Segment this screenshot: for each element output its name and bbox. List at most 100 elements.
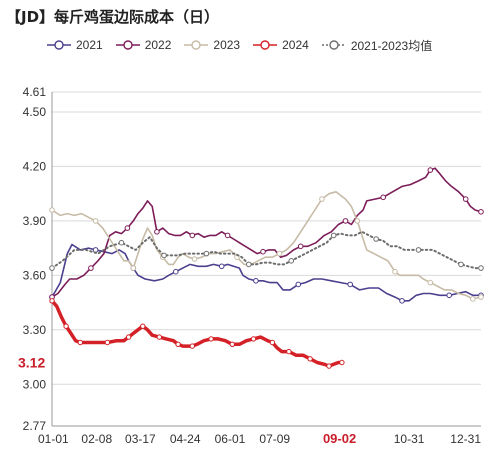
series-point: [49, 265, 55, 271]
series-point: [191, 256, 198, 262]
series-point: [326, 363, 332, 369]
series-point: [354, 218, 361, 224]
y-tick-label: 3.30: [23, 323, 47, 337]
legend-swatch: [253, 40, 278, 50]
series-point: [307, 356, 313, 362]
series-point: [462, 196, 469, 202]
series-point: [427, 167, 434, 173]
legend-item: 2022: [115, 38, 172, 52]
series-point: [380, 194, 387, 201]
current-value-label: 3.12: [18, 354, 45, 370]
series-point: [478, 265, 484, 271]
legend-item: 2021: [46, 38, 103, 52]
series-point: [77, 339, 84, 346]
y-tick-label: 3.60: [23, 268, 47, 282]
series-point: [173, 268, 179, 275]
x-tick-label: 06-01: [215, 432, 246, 446]
series-point: [347, 281, 354, 288]
y-tick-label: 4.61: [23, 85, 47, 99]
series-point: [399, 298, 405, 304]
x-tick-label: 02-08: [81, 432, 112, 446]
series-point: [339, 359, 345, 366]
series-point: [63, 323, 69, 329]
series-point: [250, 336, 257, 342]
x-tick-label: 01-01: [38, 432, 69, 446]
series-point: [288, 258, 295, 264]
legend-label: 2022: [144, 38, 172, 52]
legend-swatch: [115, 40, 140, 50]
series-point: [92, 218, 99, 224]
series-point: [478, 294, 484, 300]
chart-legend: 2021 2022 2023 2024 2021-2023均值: [46, 36, 444, 54]
series-line-2024: [50, 299, 344, 368]
series-point: [253, 278, 259, 284]
x-tick-label: 04-24: [170, 432, 201, 446]
legend-swatch: [321, 40, 346, 50]
x-tick-label: 12-31: [450, 432, 481, 446]
series-point: [392, 268, 398, 275]
series-point: [415, 247, 422, 253]
series-point: [140, 323, 146, 329]
legend-swatch: [47, 40, 71, 50]
x-tick-label: 10-31: [394, 432, 425, 446]
series-point: [260, 248, 266, 255]
series-point: [319, 196, 325, 202]
series-point: [478, 209, 484, 215]
series-line-2021-2023均值: [51, 230, 482, 270]
series-point: [246, 261, 252, 268]
series-point: [269, 339, 276, 346]
series-point: [330, 232, 337, 239]
series-point: [118, 239, 125, 246]
chart-title: 【JD】每斤鸡蛋边际成本（日）: [6, 8, 220, 26]
series-line-2022: [51, 167, 482, 298]
series-point: [154, 229, 160, 235]
y-tick-label: 4.50: [23, 105, 47, 119]
series-point: [208, 336, 214, 342]
legend-label: 2023: [213, 38, 241, 52]
x-tick-label: 03-17: [125, 432, 156, 446]
series-point: [88, 265, 94, 271]
series-point: [297, 243, 304, 250]
series-point: [218, 263, 225, 270]
y-tick-label: 2.77: [23, 419, 47, 433]
y-tick-label: 3.00: [23, 377, 47, 391]
series-point: [175, 341, 181, 347]
legend-label: 2021: [76, 38, 103, 52]
series-point: [224, 232, 231, 239]
legend-label: 2024: [282, 38, 309, 52]
series-point: [446, 292, 453, 299]
series-point: [104, 339, 111, 346]
series-point: [49, 298, 55, 304]
series-point: [49, 207, 55, 213]
series-line-2023: [51, 191, 482, 300]
series-point: [229, 341, 236, 347]
series-point: [295, 281, 302, 288]
series-line-2021: [51, 243, 482, 302]
series-point: [286, 348, 292, 355]
series-point: [161, 252, 167, 259]
series-point: [130, 265, 137, 271]
series-point: [156, 334, 163, 340]
series-point: [189, 232, 196, 239]
x-tick-label: 09-02: [323, 431, 356, 446]
series-point: [458, 261, 464, 268]
x-tick-label: 07-09: [259, 432, 290, 446]
legend-item: 2024: [252, 38, 309, 52]
series-point: [203, 250, 210, 257]
series-point: [124, 225, 131, 231]
y-tick-label: 4.20: [23, 159, 47, 173]
series-point: [470, 296, 476, 302]
series-point: [342, 218, 349, 224]
legend-swatch: [184, 40, 209, 50]
series-point: [92, 247, 99, 253]
series-point: [125, 334, 132, 340]
y-tick-label: 3.90: [23, 214, 47, 228]
series-point: [276, 250, 283, 257]
legend-item: 2023: [183, 38, 240, 52]
series-point: [427, 279, 434, 286]
legend-item: 2021-2023均值: [321, 37, 432, 54]
series-point: [189, 343, 196, 349]
legend-label: 2021-2023均值: [350, 38, 433, 53]
series-point: [373, 236, 379, 242]
